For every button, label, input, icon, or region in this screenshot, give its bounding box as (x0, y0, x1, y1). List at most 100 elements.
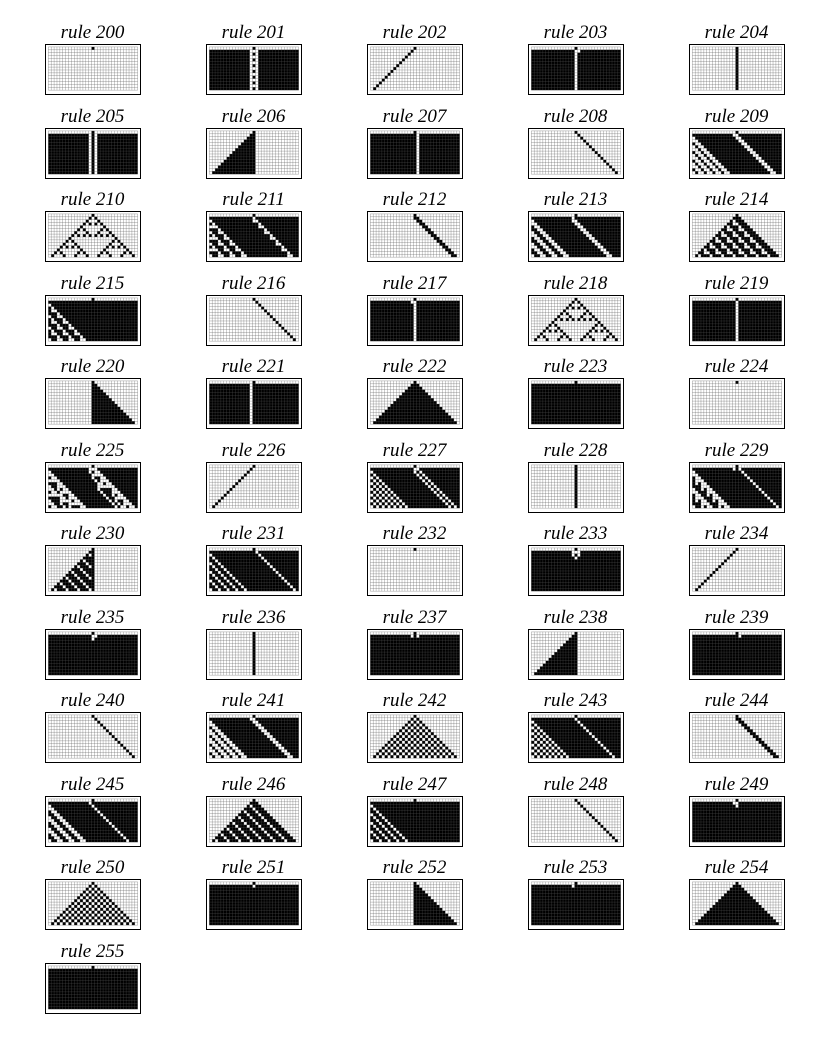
rule-label: rule 248 (543, 773, 608, 795)
rule-panel: rule 243 (495, 690, 656, 774)
cell-gridlines (369, 714, 460, 759)
live-cells (208, 881, 299, 926)
rule-panel: rule 231 (173, 523, 334, 607)
live-cells (47, 965, 138, 1009)
live-cells (50, 213, 135, 258)
automaton-pattern (366, 294, 463, 346)
rule-label: rule 206 (221, 105, 286, 127)
rule-label: rule 216 (221, 272, 286, 294)
automaton-pattern (205, 127, 302, 179)
automaton-pattern (688, 127, 785, 179)
live-cells (369, 798, 460, 842)
rule-panel: rule 228 (495, 440, 656, 524)
cell-gridlines (208, 46, 299, 91)
automaton-pattern (366, 127, 463, 179)
live-cells (735, 46, 738, 91)
live-cells (211, 464, 255, 508)
live-cells (369, 464, 460, 508)
cell-gridlines (691, 631, 782, 675)
cell-gridlines (691, 380, 782, 425)
rule-label: rule 209 (704, 105, 769, 127)
cell-gridlines (530, 380, 621, 425)
rule-label: rule 241 (221, 690, 286, 711)
automaton-pattern (366, 44, 463, 95)
rule-panel: rule 210 (12, 189, 173, 273)
automaton-pattern (688, 879, 785, 930)
rule-label: rule 236 (221, 606, 286, 628)
live-cells (91, 714, 135, 759)
live-cells (413, 213, 457, 258)
rule-label: rule 249 (704, 773, 769, 795)
rule-label: rule 247 (382, 773, 447, 795)
live-cells (211, 798, 296, 842)
cell-gridlines (530, 547, 621, 592)
rule-panel: rule 205 (12, 106, 173, 190)
live-cells (533, 297, 618, 341)
rule-panel: rule 247 (334, 774, 495, 858)
rule-panel: rule 204 (656, 22, 817, 106)
rule-panel: rule 224 (656, 356, 817, 440)
rule-label: rule 254 (704, 857, 769, 878)
live-cells (47, 631, 138, 675)
live-cells (50, 881, 135, 926)
automaton-pattern (205, 545, 302, 596)
automaton-pattern (366, 628, 463, 680)
rule-panel: rule 233 (495, 523, 656, 607)
rule-label: rule 221 (221, 356, 286, 377)
automaton-pattern (366, 712, 463, 763)
rule-label: rule 228 (543, 439, 608, 461)
rule-label: rule 232 (382, 523, 447, 544)
cell-gridlines (691, 130, 782, 174)
automaton-pattern (366, 211, 463, 262)
rule-label: rule 200 (60, 22, 125, 43)
rule-panel: rule 235 (12, 607, 173, 691)
live-cells (574, 464, 577, 508)
cell-gridlines (369, 798, 460, 842)
live-cells (694, 213, 779, 258)
automaton-pattern (205, 879, 302, 930)
cell-gridlines (208, 714, 299, 759)
rule-label: rule 204 (704, 22, 769, 43)
automaton-pattern (688, 294, 785, 346)
cell-gridlines (530, 881, 621, 926)
live-cells (47, 130, 138, 174)
rule-label: rule 240 (60, 690, 125, 711)
automaton-pattern (44, 628, 141, 680)
live-cells (208, 213, 299, 258)
rule-label: rule 213 (543, 189, 608, 210)
live-cells (533, 631, 577, 675)
automaton-pattern (688, 712, 785, 763)
rule-panel: rule 226 (173, 440, 334, 524)
cell-gridlines (530, 464, 621, 508)
live-cells (208, 380, 299, 425)
automaton-pattern (527, 545, 624, 596)
live-cells (530, 213, 621, 258)
live-cells (530, 547, 621, 592)
live-cells (91, 380, 135, 425)
live-cells (47, 297, 138, 341)
automaton-pattern (205, 44, 302, 95)
cell-gridlines (530, 631, 621, 675)
cell-gridlines (47, 798, 138, 842)
cell-gridlines (530, 213, 621, 258)
rule-panel: rule 237 (334, 607, 495, 691)
automaton-pattern (366, 879, 463, 930)
cell-gridlines (691, 46, 782, 91)
rule-label: rule 225 (60, 439, 125, 461)
cell-gridlines (47, 213, 138, 258)
rule-label: rule 205 (60, 105, 125, 127)
automaton-pattern (205, 628, 302, 680)
rule-label: rule 245 (60, 773, 125, 795)
live-cells (574, 798, 618, 842)
rule-label: rule 233 (543, 523, 608, 544)
rule-panel: rule 254 (656, 857, 817, 941)
rule-panel: rule 240 (12, 690, 173, 774)
live-cells (413, 547, 416, 551)
cell-gridlines (369, 130, 460, 174)
cell-gridlines (691, 881, 782, 926)
cell-gridlines (530, 130, 621, 174)
cell-gridlines (208, 631, 299, 675)
cell-gridlines (530, 46, 621, 91)
rule-label: rule 238 (543, 606, 608, 628)
rule-panel: rule 229 (656, 440, 817, 524)
